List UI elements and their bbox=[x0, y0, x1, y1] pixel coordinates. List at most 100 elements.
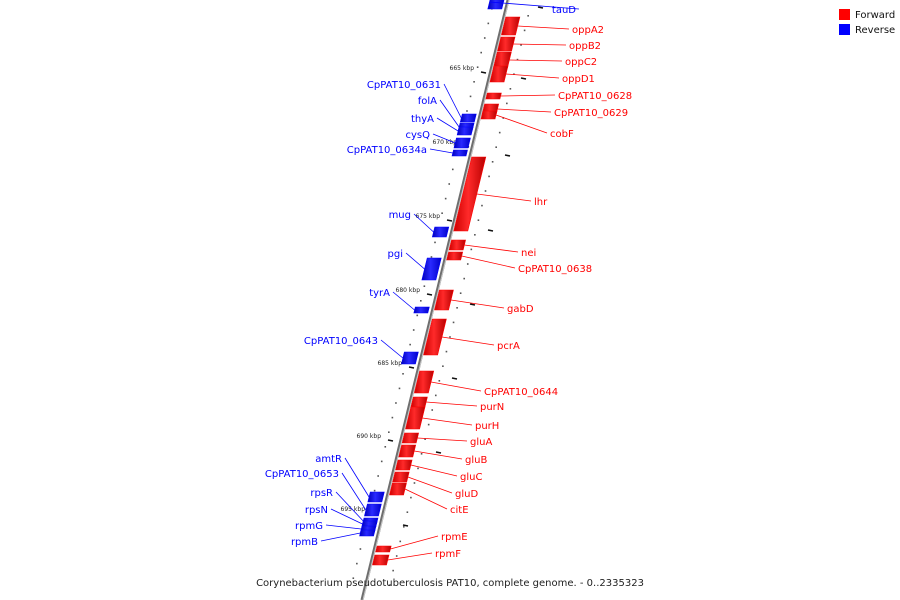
gene-block[interactable] bbox=[405, 406, 426, 430]
gene-block[interactable] bbox=[401, 432, 420, 444]
gene-pgi[interactable]: pgi bbox=[388, 249, 442, 281]
gene-label[interactable]: folA bbox=[418, 96, 437, 107]
gene-mug[interactable]: mug bbox=[389, 210, 450, 238]
gene-label[interactable]: oppC2 bbox=[565, 57, 597, 68]
gene-block[interactable] bbox=[398, 444, 417, 458]
gene-label[interactable]: rpsR bbox=[310, 488, 333, 499]
gene-block[interactable] bbox=[459, 113, 477, 123]
gene-block[interactable] bbox=[395, 459, 413, 471]
gene-label[interactable]: rpmG bbox=[295, 521, 323, 532]
gene-block[interactable] bbox=[448, 239, 466, 251]
gene-block[interactable] bbox=[501, 16, 521, 36]
gene-gabD[interactable]: gabD bbox=[434, 289, 534, 315]
gene-rpmB[interactable]: rpmB bbox=[291, 529, 376, 548]
gene-label[interactable]: pgi bbox=[388, 249, 403, 260]
gene-CpPAT10_0643[interactable]: CpPAT10_0643 bbox=[304, 336, 419, 365]
gene-nei[interactable]: nei bbox=[448, 239, 536, 259]
gene-oppD1[interactable]: oppD1 bbox=[489, 65, 595, 85]
gene-label[interactable]: mug bbox=[389, 210, 411, 221]
gene-label[interactable]: gluA bbox=[470, 437, 492, 448]
gene-label[interactable]: thyA bbox=[411, 114, 434, 125]
gene-label[interactable]: cobF bbox=[550, 129, 574, 140]
gene-label[interactable]: gluD bbox=[455, 489, 478, 500]
gene-CpPAT10_0629[interactable]: CpPAT10_0629 bbox=[481, 103, 628, 119]
gene-block[interactable] bbox=[480, 110, 498, 120]
gene-rpmF[interactable]: rpmF bbox=[372, 549, 462, 566]
gene-oppC2[interactable]: oppC2 bbox=[493, 51, 597, 69]
gene-block[interactable] bbox=[446, 251, 464, 261]
gene-block[interactable] bbox=[487, 0, 505, 10]
gene-block[interactable] bbox=[372, 554, 390, 566]
gene-CpPAT10_0631[interactable]: CpPAT10_0631 bbox=[367, 80, 477, 123]
gene-block[interactable] bbox=[413, 370, 435, 394]
gene-label[interactable]: oppD1 bbox=[562, 74, 595, 85]
gene-label[interactable]: rpsN bbox=[305, 505, 328, 516]
gene-amtR[interactable]: amtR bbox=[315, 454, 385, 503]
gene-block[interactable] bbox=[485, 92, 502, 100]
gene-oppA2[interactable]: oppA2 bbox=[501, 16, 604, 36]
gene-label[interactable]: purH bbox=[475, 421, 499, 432]
gene-label[interactable]: rpmE bbox=[441, 532, 468, 543]
gene-label[interactable]: CpPAT10_0653 bbox=[265, 469, 339, 480]
gene-label[interactable]: CpPAT10_0631 bbox=[367, 80, 441, 91]
gene-label[interactable]: lhr bbox=[534, 197, 548, 208]
gene-block[interactable] bbox=[489, 65, 509, 83]
gene-tauD[interactable]: tauD bbox=[487, 0, 580, 16]
gene-label[interactable]: rpmB bbox=[291, 537, 318, 548]
gene-label[interactable]: CpPAT10_0628 bbox=[558, 91, 632, 102]
gene-label[interactable]: rpmF bbox=[435, 549, 461, 560]
gene-label[interactable]: CpPAT10_0638 bbox=[518, 264, 592, 275]
gene-label[interactable]: gluC bbox=[460, 472, 482, 483]
gene-rpmE[interactable]: rpmE bbox=[375, 532, 468, 553]
gene-CpPAT10_0644[interactable]: CpPAT10_0644 bbox=[413, 370, 558, 398]
gene-lhr[interactable]: lhr bbox=[453, 156, 548, 232]
gene-block[interactable] bbox=[367, 491, 385, 503]
gene-gluD[interactable]: gluD bbox=[392, 471, 479, 500]
gene-label[interactable]: cysQ bbox=[406, 130, 431, 141]
gene-oppB2[interactable]: oppB2 bbox=[497, 36, 601, 52]
gene-gluA[interactable]: gluA bbox=[401, 432, 492, 448]
gene-block[interactable] bbox=[421, 257, 442, 281]
gene-label[interactable]: oppA2 bbox=[572, 25, 604, 36]
gene-CpPAT10_0628[interactable]: CpPAT10_0628 bbox=[485, 91, 632, 102]
gene-label[interactable]: CpPAT10_0634a bbox=[347, 145, 427, 156]
gene-rpsN[interactable]: rpsN bbox=[305, 505, 378, 528]
gene-block[interactable] bbox=[453, 156, 487, 232]
gene-purN[interactable]: purN bbox=[410, 396, 504, 413]
gene-label[interactable]: gluB bbox=[465, 455, 487, 466]
gene-label[interactable]: gabD bbox=[507, 304, 534, 315]
gene-block[interactable] bbox=[364, 503, 382, 517]
gene-label[interactable]: tauD bbox=[552, 5, 576, 16]
gene-block[interactable] bbox=[410, 396, 428, 408]
gene-thyA[interactable]: thyA bbox=[411, 114, 474, 136]
gene-block[interactable] bbox=[456, 126, 474, 136]
gene-label[interactable]: CpPAT10_0629 bbox=[554, 108, 628, 119]
gene-block[interactable] bbox=[423, 318, 447, 356]
gene-label[interactable]: CpPAT10_0643 bbox=[304, 336, 378, 347]
gene-block[interactable] bbox=[434, 289, 454, 311]
gene-label[interactable]: oppB2 bbox=[569, 41, 601, 52]
gene-gluB[interactable]: gluB bbox=[398, 444, 488, 466]
gene-label[interactable]: nei bbox=[521, 248, 536, 259]
gene-CpPAT10_0638[interactable]: CpPAT10_0638 bbox=[446, 251, 592, 275]
gene-label[interactable]: citE bbox=[450, 505, 469, 516]
gene-block[interactable] bbox=[392, 471, 410, 483]
gene-features[interactable]: tauD oppA2 oppB2 oppC2 oppD1 CpPAT10_0628 CpPA… bbox=[265, 0, 632, 566]
gene-citE[interactable]: citE bbox=[389, 482, 469, 516]
gene-block[interactable] bbox=[453, 137, 471, 149]
gene-label[interactable]: CpPAT10_0644 bbox=[484, 387, 558, 398]
gene-CpPAT10_0634a[interactable]: CpPAT10_0634a bbox=[347, 145, 468, 157]
gene-block[interactable] bbox=[413, 306, 430, 314]
gene-block[interactable] bbox=[375, 545, 392, 553]
gene-CpPAT10_0653[interactable]: CpPAT10_0653 bbox=[265, 469, 382, 517]
gene-label[interactable]: purN bbox=[480, 402, 504, 413]
gene-block[interactable] bbox=[359, 529, 376, 537]
gene-label[interactable]: amtR bbox=[315, 454, 342, 465]
gene-tyrA[interactable]: tyrA bbox=[369, 288, 430, 314]
gene-label[interactable]: tyrA bbox=[369, 288, 390, 299]
gene-cysQ[interactable]: cysQ bbox=[406, 130, 471, 149]
gene-block[interactable] bbox=[497, 36, 516, 52]
gene-pcrA[interactable]: pcrA bbox=[423, 318, 520, 356]
gene-label[interactable]: pcrA bbox=[497, 341, 520, 352]
